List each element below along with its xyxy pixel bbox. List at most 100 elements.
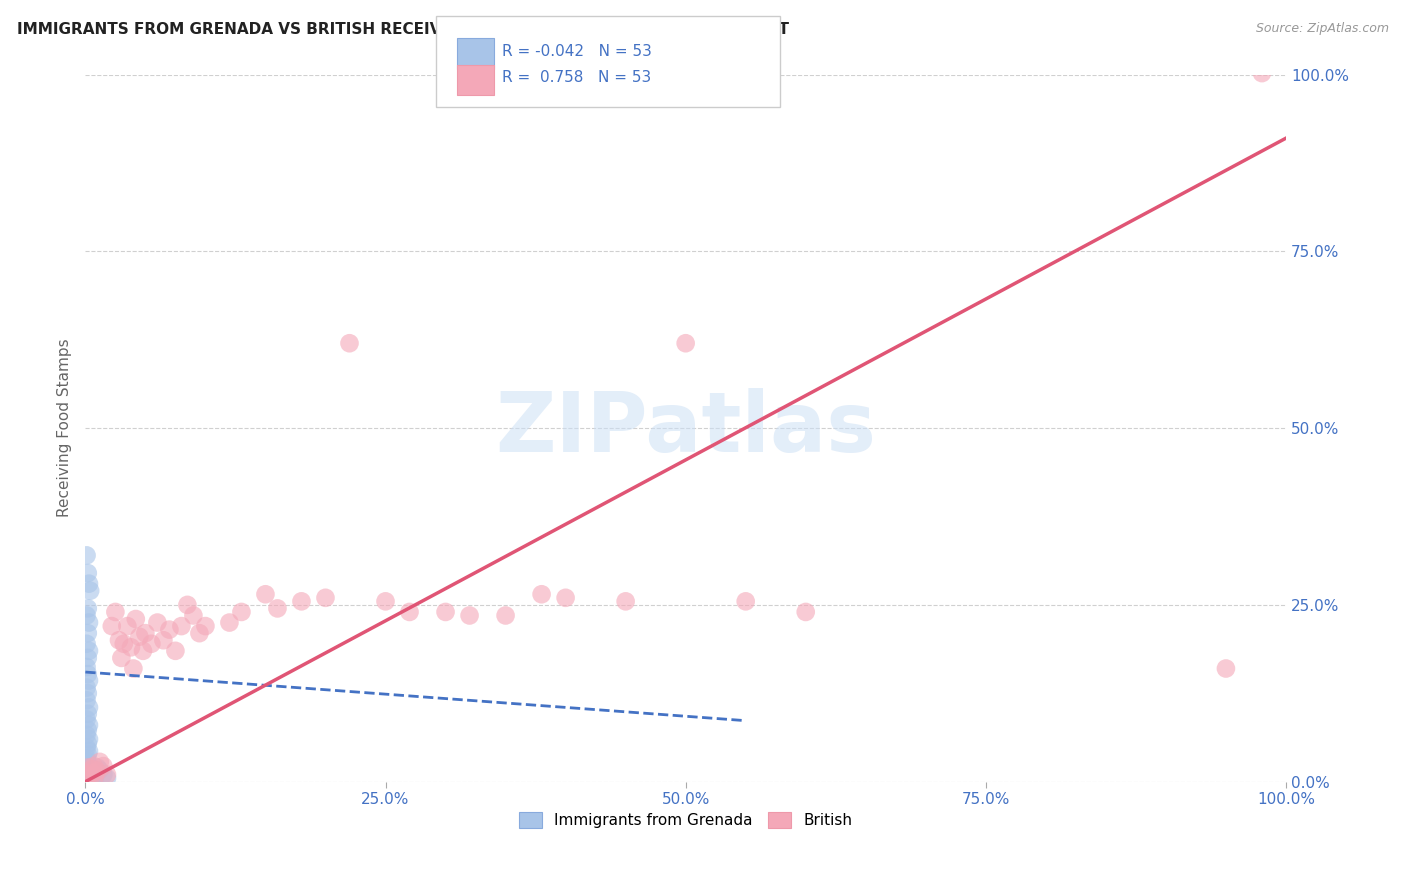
Point: [266, 601, 288, 615]
Point: [76, 751, 98, 765]
Point: [157, 623, 180, 637]
Point: [84, 773, 107, 788]
Point: [76, 771, 98, 785]
Point: [76, 723, 98, 737]
Point: [76, 766, 98, 780]
Point: [183, 608, 205, 623]
Point: [188, 626, 211, 640]
Text: ZIPatlas: ZIPatlas: [495, 388, 876, 468]
Point: [77, 760, 100, 774]
Point: [170, 619, 193, 633]
Point: [84, 769, 107, 783]
Point: [110, 651, 132, 665]
Text: R =  0.758   N = 53: R = 0.758 N = 53: [502, 70, 651, 85]
Point: [76, 637, 98, 651]
Point: [77, 744, 100, 758]
Point: [794, 605, 817, 619]
Point: [77, 700, 100, 714]
Point: [254, 587, 277, 601]
Point: [218, 615, 240, 630]
Point: [108, 633, 131, 648]
Point: [93, 759, 115, 773]
Point: [77, 576, 100, 591]
Point: [76, 769, 98, 783]
Point: [374, 594, 396, 608]
Point: [77, 615, 100, 630]
Point: [80, 766, 103, 780]
Point: [125, 612, 148, 626]
Point: [117, 619, 139, 633]
Point: [76, 771, 98, 785]
Point: [86, 764, 108, 778]
Point: [77, 767, 100, 781]
Point: [77, 644, 100, 658]
Point: [93, 767, 115, 781]
Point: [1215, 661, 1237, 675]
Point: [76, 736, 98, 750]
Point: [120, 640, 142, 655]
Point: [83, 759, 105, 773]
Point: [76, 772, 98, 787]
Point: [76, 728, 98, 742]
Point: [76, 763, 98, 777]
Point: [165, 644, 187, 658]
Text: IMMIGRANTS FROM GRENADA VS BRITISH RECEIVING FOOD STAMPS CORRELATION CHART: IMMIGRANTS FROM GRENADA VS BRITISH RECEI…: [17, 22, 789, 37]
Point: [112, 637, 135, 651]
Point: [614, 594, 637, 608]
Point: [77, 718, 100, 732]
Point: [76, 660, 98, 674]
Point: [76, 626, 98, 640]
Point: [134, 626, 156, 640]
Point: [76, 686, 98, 700]
Point: [152, 633, 174, 648]
Point: [76, 651, 98, 665]
Point: [128, 630, 150, 644]
Point: [76, 706, 98, 721]
Text: R = -0.042   N = 53: R = -0.042 N = 53: [502, 45, 652, 59]
Point: [434, 605, 457, 619]
Point: [96, 771, 118, 785]
Point: [231, 605, 253, 619]
Point: [86, 760, 108, 774]
Point: [96, 767, 118, 781]
Point: [76, 770, 98, 784]
Y-axis label: Receiving Food Stamps: Receiving Food Stamps: [58, 339, 72, 517]
Point: [76, 608, 98, 623]
Point: [530, 587, 553, 601]
Point: [101, 619, 124, 633]
Point: [76, 713, 98, 727]
Point: [76, 601, 98, 615]
Point: [315, 591, 337, 605]
Point: [76, 566, 98, 580]
Point: [79, 583, 101, 598]
Legend: Immigrants from Grenada, British: Immigrants from Grenada, British: [513, 805, 858, 834]
Point: [82, 762, 104, 776]
Point: [76, 667, 98, 681]
Point: [104, 605, 127, 619]
Point: [176, 598, 198, 612]
Point: [80, 774, 103, 789]
Point: [79, 771, 101, 785]
Point: [77, 772, 100, 787]
Text: Source: ZipAtlas.com: Source: ZipAtlas.com: [1256, 22, 1389, 36]
Point: [77, 732, 100, 747]
Point: [146, 615, 169, 630]
Point: [675, 336, 697, 351]
Point: [132, 644, 155, 658]
Point: [339, 336, 361, 351]
Point: [76, 755, 98, 769]
Point: [76, 764, 98, 779]
Point: [79, 773, 101, 788]
Point: [194, 619, 217, 633]
Point: [89, 764, 111, 778]
Point: [122, 661, 145, 675]
Point: [76, 747, 98, 762]
Point: [76, 549, 98, 563]
Point: [76, 693, 98, 707]
Point: [76, 772, 98, 786]
Point: [734, 594, 756, 608]
Point: [76, 757, 98, 772]
Point: [458, 608, 481, 623]
Point: [76, 773, 98, 788]
Point: [82, 774, 104, 789]
